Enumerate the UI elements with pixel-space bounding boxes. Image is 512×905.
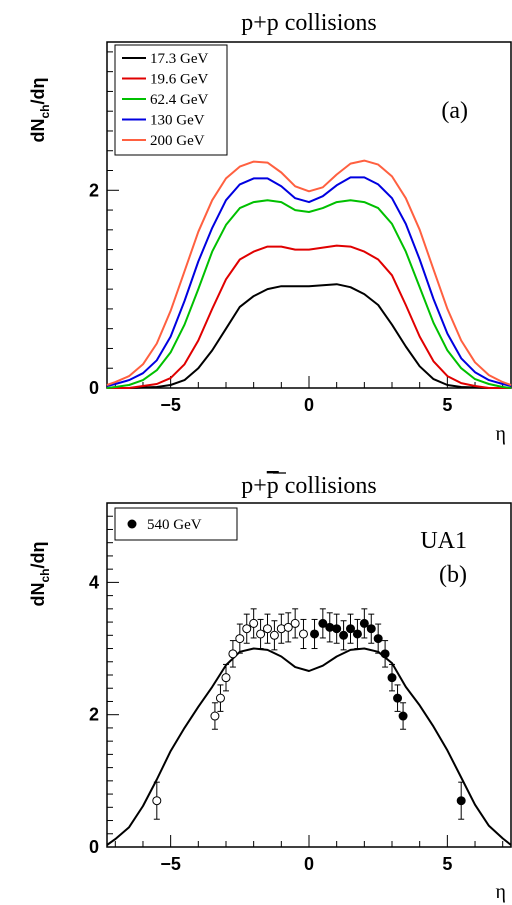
y-tick-label: 0 bbox=[89, 837, 99, 857]
y-tick-label: 0 bbox=[89, 378, 99, 398]
filled-data-point bbox=[352, 629, 362, 639]
filled-data-point bbox=[339, 630, 349, 640]
open-data-point bbox=[269, 630, 279, 640]
legend-marker-540gev bbox=[127, 519, 137, 529]
filled-data-point bbox=[387, 673, 397, 683]
legend-entry: 17.3 GeV bbox=[150, 51, 208, 67]
panel-a-xlabel: η bbox=[496, 423, 506, 445]
y-tick-label: 4 bbox=[89, 572, 99, 592]
panel-a-ylabel: dNch/dη bbox=[28, 77, 52, 142]
panel-a-annotation: (a) bbox=[441, 98, 468, 124]
filled-data-point bbox=[310, 629, 320, 639]
filled-data-point bbox=[380, 649, 390, 659]
open-data-point bbox=[228, 649, 238, 659]
panel-b-title: p+p collisions bbox=[241, 473, 377, 499]
series-line-62-4-gev bbox=[106, 199, 512, 389]
open-data-point bbox=[256, 629, 266, 639]
y-tick-label: 2 bbox=[89, 705, 99, 725]
filled-data-point bbox=[332, 624, 342, 634]
open-data-point bbox=[152, 796, 162, 806]
panel-b-frame bbox=[106, 502, 512, 848]
series-line-200-gev bbox=[106, 159, 512, 386]
legend-entry-540gev: 540 GeV bbox=[147, 517, 202, 533]
series-line-curve bbox=[106, 647, 512, 846]
open-data-point bbox=[290, 618, 300, 628]
open-data-point bbox=[215, 693, 225, 703]
open-data-point bbox=[298, 629, 308, 639]
panel-b: p+p collisions dNch/dη η −5 0 5 0 2 4 UA1 (b)… bbox=[28, 472, 512, 903]
panel-b-legend: 540 GeV bbox=[114, 507, 238, 541]
x-tick-label: −5 bbox=[160, 395, 181, 415]
filled-data-point bbox=[456, 796, 466, 806]
open-data-point bbox=[221, 673, 231, 683]
open-data-point bbox=[235, 634, 245, 644]
open-data-point bbox=[262, 624, 272, 634]
panel-a-ticks: −5 0 5 0 2 bbox=[89, 51, 504, 415]
x-tick-label: 0 bbox=[304, 395, 314, 415]
panel-b-series bbox=[106, 647, 512, 846]
legend-entry: 130 GeV bbox=[150, 113, 205, 129]
x-tick-label: 0 bbox=[304, 854, 314, 874]
panel-b-ylabel: dNch/dη bbox=[28, 541, 52, 606]
panel-a-series bbox=[106, 159, 512, 389]
panel-b-ticks: −5 0 5 0 2 4 bbox=[89, 502, 504, 874]
panel-b-annotation-b: (b) bbox=[439, 562, 467, 588]
open-data-point bbox=[249, 618, 259, 628]
panel-b-annotation-ua1: UA1 bbox=[420, 528, 467, 554]
open-data-point bbox=[283, 622, 293, 632]
filled-data-point bbox=[366, 624, 376, 634]
filled-data-point bbox=[359, 618, 369, 628]
panel-a-legend: 17.3 GeV 19.6 GeV 62.4 GeV 130 GeV 200 GeV bbox=[114, 44, 228, 156]
filled-data-point bbox=[393, 693, 403, 703]
panel-b-points bbox=[152, 608, 466, 820]
x-tick-label: 5 bbox=[442, 854, 452, 874]
open-data-point bbox=[242, 624, 252, 634]
panel-b-xlabel: η bbox=[496, 881, 506, 903]
panel-a-title: p+p collisions bbox=[241, 10, 377, 36]
panel-a: p+p collisions dNch/dη η −5 0 5 0 2 (a) 17.3… bbox=[28, 10, 512, 445]
filled-data-point bbox=[373, 634, 383, 644]
y-tick-label: 2 bbox=[89, 180, 99, 200]
legend-entry: 19.6 GeV bbox=[150, 72, 208, 88]
legend-entry: 200 GeV bbox=[150, 133, 205, 149]
series-line-130-gev bbox=[106, 176, 512, 387]
filled-data-point bbox=[346, 624, 356, 634]
open-data-point bbox=[210, 711, 220, 721]
series-line-17-3-gev bbox=[107, 283, 511, 389]
filled-data-point bbox=[318, 618, 328, 628]
x-tick-label: 5 bbox=[442, 395, 452, 415]
series-line-19-6-gev bbox=[107, 244, 511, 389]
filled-data-point bbox=[398, 711, 408, 721]
legend-entry: 62.4 GeV bbox=[150, 92, 208, 108]
x-tick-label: −5 bbox=[160, 854, 181, 874]
